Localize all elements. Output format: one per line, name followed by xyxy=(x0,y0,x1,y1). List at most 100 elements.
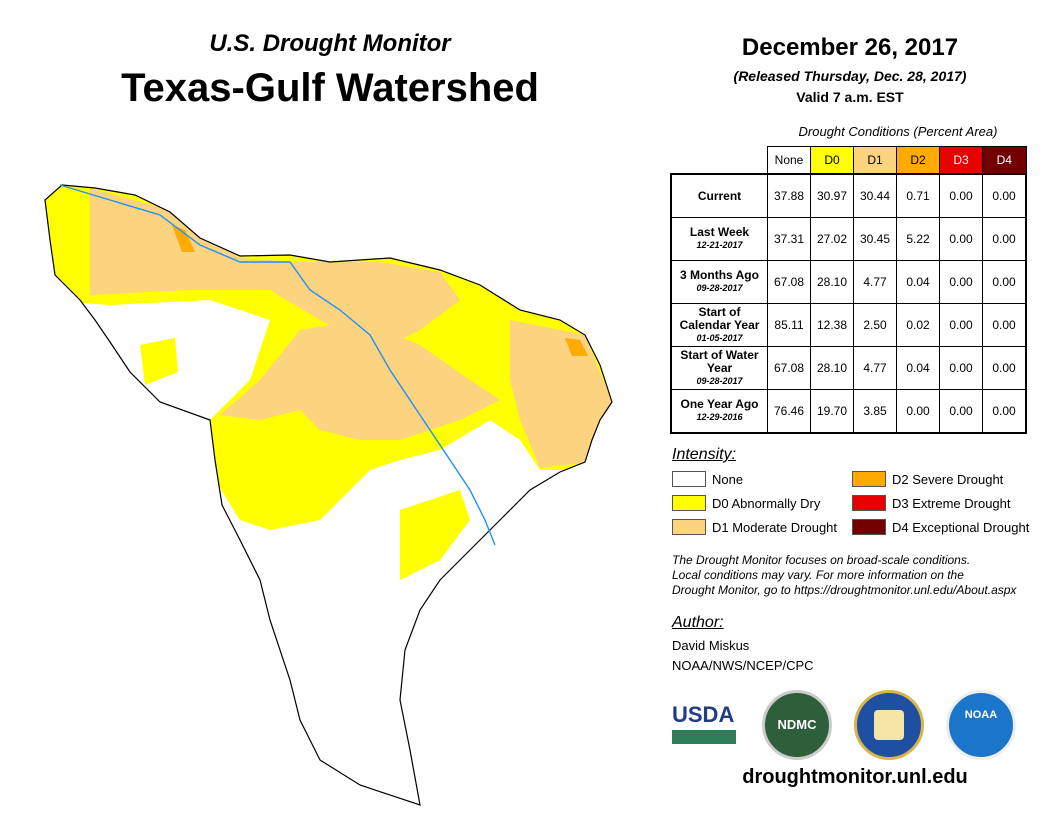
commerce-logo xyxy=(854,690,924,760)
table-cell: 28.10 xyxy=(810,260,854,304)
table-cell: 0.00 xyxy=(982,217,1027,261)
table-cell: 30.97 xyxy=(810,173,854,218)
noaa-logo: NOAA xyxy=(946,690,1016,760)
map-title: Texas-Gulf Watershed xyxy=(121,66,539,110)
legend-label: D0 Abnormally Dry xyxy=(712,495,821,511)
table-cell: 4.77 xyxy=(853,260,897,304)
legend-item: D0 Abnormally Dry xyxy=(672,495,820,511)
row-date: 01-05-2017 xyxy=(696,332,743,343)
legend-item: D4 Exceptional Drought xyxy=(852,519,1029,535)
table-cell: 19.70 xyxy=(810,389,854,434)
row-label: One Year Ago 12-29-2016 xyxy=(670,389,768,434)
legend-swatch xyxy=(852,519,886,535)
table-cell: 27.02 xyxy=(810,217,854,261)
table-cell: 28.10 xyxy=(810,346,854,390)
table-cell: 0.00 xyxy=(982,173,1027,218)
row-label-text: 3 Months Ago xyxy=(680,268,759,282)
table-cell: 0.00 xyxy=(896,389,940,434)
usda-logo: USDA xyxy=(672,702,736,744)
row-date: 09-28-2017 xyxy=(696,283,743,293)
table-row: 3 Months Ago 09-28-2017 67.08 28.10 4.77 0.04… xyxy=(670,260,1027,304)
note-line: The Drought Monitor focuses on broad-sca… xyxy=(672,553,971,567)
table-cell: 0.00 xyxy=(939,173,983,218)
table-cell: 76.46 xyxy=(767,389,811,434)
table-cell: 30.44 xyxy=(853,173,897,218)
watershed-map xyxy=(44,184,613,806)
column-header-d2: D2 xyxy=(896,146,940,175)
table-cell: 12.38 xyxy=(810,303,854,347)
row-date: 12-21-2017 xyxy=(696,240,743,250)
table-cell: 0.00 xyxy=(982,260,1027,304)
row-date: 09-28-2017 xyxy=(696,375,743,386)
table-row: Current 37.88 30.97 30.44 0.71 0.00 0.00 xyxy=(670,173,1027,218)
column-header-d4: D4 xyxy=(982,146,1027,175)
row-label-text: One Year Ago xyxy=(680,397,759,411)
table-cell: 5.22 xyxy=(896,217,940,261)
d1-area-east xyxy=(510,320,612,468)
table-cell: 4.77 xyxy=(853,346,897,390)
disclaimer-note: The Drought Monitor focuses on broad-sca… xyxy=(672,553,1016,598)
legend-item: D3 Extreme Drought xyxy=(852,495,1011,511)
note-line[interactable]: Drought Monitor, go to https://droughtmo… xyxy=(672,583,1017,597)
table-row: Last Week 12-21-2017 37.31 27.02 30.45 5.22 0.… xyxy=(670,217,1027,261)
map-date: December 26, 2017 xyxy=(741,34,959,61)
column-header-d0: D0 xyxy=(810,146,854,175)
d2-area-east xyxy=(565,338,588,356)
table-cell: 0.00 xyxy=(939,217,983,261)
website-link[interactable]: droughtmonitor.unl.edu xyxy=(742,766,968,788)
row-label: Start of Calendar Year 01-05-2017 xyxy=(670,303,768,347)
d0-area-west xyxy=(140,338,178,385)
note-line: Local conditions may vary. For more info… xyxy=(672,568,964,582)
legend-label: D2 Severe Drought xyxy=(892,471,1004,487)
row-label: 3 Months Ago 09-28-2017 xyxy=(670,260,768,304)
column-header-d3: D3 xyxy=(939,146,983,175)
valid-time: Valid 7 a.m. EST xyxy=(796,89,904,105)
legend-label: None xyxy=(712,471,744,487)
legend-item: D2 Severe Drought xyxy=(852,471,1003,487)
author-name: David Miskus xyxy=(672,638,750,653)
legend-swatch xyxy=(672,495,706,511)
table-cell: 67.08 xyxy=(767,346,811,390)
table-cell: 85.11 xyxy=(767,303,811,347)
legend-item: None xyxy=(672,471,743,487)
table-cell: 0.04 xyxy=(896,346,940,390)
column-header-none: None xyxy=(767,146,811,175)
author-org: NOAA/NWS/NCEP/CPC xyxy=(672,658,814,673)
table-cell: 0.00 xyxy=(982,389,1027,434)
row-label: Last Week 12-21-2017 xyxy=(670,217,768,261)
river xyxy=(59,184,496,546)
legend-swatch xyxy=(672,519,706,535)
legend-swatch xyxy=(852,471,886,487)
column-header-d1: D1 xyxy=(853,146,897,175)
legend-title: Intensity: xyxy=(672,446,737,463)
table-cell: 0.00 xyxy=(939,260,983,304)
row-label-text: Last Week xyxy=(689,225,750,239)
release-date: (Released Thursday, Dec. 28, 2017) xyxy=(733,68,967,84)
table-row: Start of Calendar Year 01-05-2017 85.11 12.… xyxy=(670,303,1027,347)
table-caption: Drought Conditions (Percent Area) xyxy=(798,124,998,139)
noaa-logo-text: NOAA xyxy=(964,709,998,721)
table-cell: 0.00 xyxy=(982,346,1027,390)
row-label: Start of Water Year 09-28-2017 xyxy=(670,346,768,390)
row-date: 12-29-2016 xyxy=(696,412,743,422)
table-cell: 2.50 xyxy=(853,303,897,347)
table-cell: 0.00 xyxy=(939,389,983,434)
author-title: Author: xyxy=(672,614,724,631)
d2-area-north xyxy=(172,225,195,252)
table-cell: 3.85 xyxy=(853,389,897,434)
d1-area-north xyxy=(90,188,460,350)
ndmc-logo-text: NDMC xyxy=(777,717,817,732)
map-subtitle: U.S. Drought Monitor xyxy=(209,30,451,57)
usda-logo-text: USDA xyxy=(672,702,735,727)
table-cell: 67.08 xyxy=(767,260,811,304)
table-cell: 0.02 xyxy=(896,303,940,347)
legend-swatch xyxy=(852,495,886,511)
conditions-table: None D0 D1 D2 D3 D4 Current 37.88 30.97 30.44 0.7… xyxy=(670,146,1027,434)
table-cell: 0.00 xyxy=(939,303,983,347)
row-label-text: Start of Water Year xyxy=(680,347,759,375)
legend-label: D1 Moderate Drought xyxy=(712,519,838,535)
legend-item: D1 Moderate Drought xyxy=(672,519,837,535)
table-cell: 0.00 xyxy=(982,303,1027,347)
table-cell: 37.88 xyxy=(767,173,811,218)
table-cell: 0.04 xyxy=(896,260,940,304)
